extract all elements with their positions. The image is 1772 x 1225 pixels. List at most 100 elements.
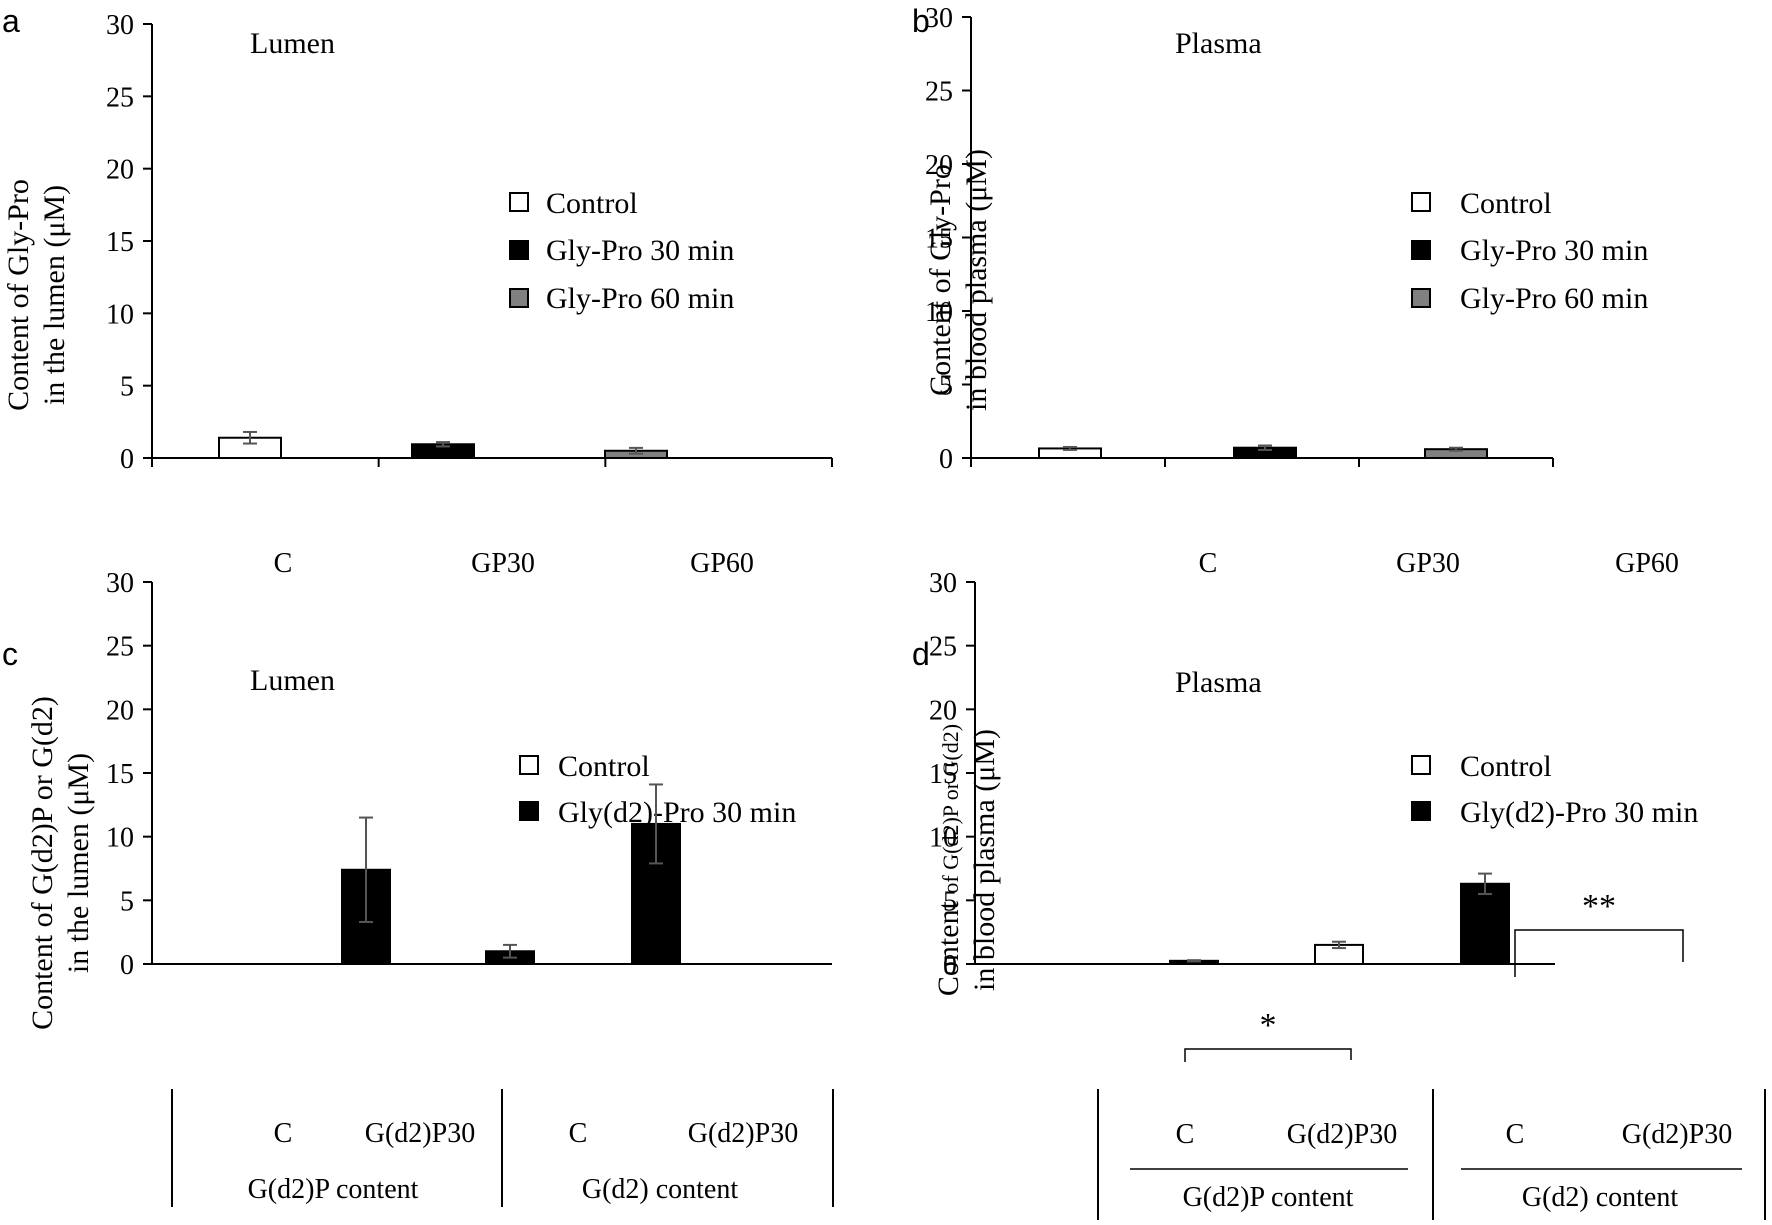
legend-swatch-b-1 [1411,240,1431,260]
y-axis-d: 0 5 10 15 20 25 30 [929,568,976,981]
y-tick-label-a-5: 25 [106,82,134,113]
x-tick-label-d-3: G(d2)P30 [1622,1119,1732,1150]
y-tick-label-c-0: 0 [120,950,134,981]
x-tick-label-c-1: G(d2)P30 [365,1118,475,1149]
x-tick-label-b-1: GP30 [1396,548,1460,579]
y-tick-label-c-2: 10 [106,823,134,854]
x-axis-groups-c [171,1089,834,1207]
y-tick-label-a-6: 30 [106,10,134,41]
panel-d: d 0 5 10 15 20 25 30 Plasma Content of G(d2)P … [912,568,1766,1220]
error-bar-b-0 [1063,445,1077,451]
panel-letter-a: a [2,3,20,39]
chart-title-c: Lumen [250,664,335,697]
group-label-d-0: G(d2)P content [1183,1182,1354,1213]
y-tick-label-a-1: 5 [120,372,134,403]
x-tick-label-a-1: GP30 [471,548,535,579]
y-axis-label-line1-d-rest: of G(d2)P or G(d2) [938,724,963,894]
error-bar-a-1 [436,441,450,448]
y-axis-label-a: Content of Gly-Pro in the lumen (μM) [2,179,71,411]
error-bar-c-3 [649,783,663,865]
error-bar-d-1 [1187,959,1201,963]
y-axis-label-line2-c: in the lumen (μM) [62,753,95,973]
y-tick-label-c-4: 20 [106,695,134,726]
x-axis-groups-d [1097,1089,1766,1220]
y-tick-label-a-3: 15 [106,227,134,258]
legend-label-b-1: Gly-Pro 30 min [1460,234,1648,267]
chart-title-d: Plasma [1175,666,1262,699]
error-bar-b-2 [1449,446,1463,452]
x-tick-label-d-1: G(d2)P30 [1287,1119,1397,1150]
y-tick-label-a-2: 10 [106,299,134,330]
y-tick-label-d-1: 5 [943,886,957,917]
significance-label-d-0: * [1260,1007,1277,1044]
panel-letter-b: b [912,3,930,39]
legend-label-a-2: Gly-Pro 60 min [546,282,734,315]
legend-a: Control Gly-Pro 30 min Gly-Pro 60 min [509,187,734,315]
legend-swatch-b-2 [1411,288,1431,308]
chart-title-a: Lumen [250,27,335,60]
legend-d: Control Gly(d2)-Pro 30 min [1411,750,1698,829]
y-axis-label-line1-d-word: Content [932,894,965,997]
legend-c: Control Gly(d2)-Pro 30 min [519,750,796,829]
significance-bracket-d-1 [1514,929,1684,977]
y-tick-label-d-6: 30 [929,568,957,599]
x-tick-label-c-0: C [274,1118,293,1149]
y-axis-label-line1-a: Content of Gly-Pro [2,179,35,411]
y-axis-label-line1-b: Content of Gly-Pro [924,164,957,396]
x-tick-label-b-2: GP60 [1615,548,1679,579]
y-tick-label-c-5: 25 [106,632,134,663]
group-label-c-1: G(d2) content [582,1174,739,1205]
legend-swatch-a-2 [509,288,529,308]
panel-a: a 0 5 10 15 20 25 30 Lumen Content of Gly-Pro … [2,3,833,579]
x-tick-label-d-0: C [1176,1119,1195,1150]
legend-b: Control Gly-Pro 30 min Gly-Pro 60 min [1411,187,1648,315]
y-tick-label-b-2: 10 [925,297,953,328]
error-bar-c-2 [503,943,517,959]
y-tick-label-b-4: 20 [925,150,953,181]
chart-title-b: Plasma [1175,27,1262,60]
y-axis-a: 0 5 10 15 20 25 30 [106,10,153,475]
error-bar-a-0 [243,430,257,445]
significance-label-d-1: ** [1582,888,1616,925]
y-axis-label-line2-a: in the lumen (μM) [38,185,71,405]
error-bar-d-2 [1332,940,1346,950]
y-tick-label-d-4: 20 [929,695,957,726]
legend-label-a-0: Control [546,187,638,220]
y-tick-label-c-1: 5 [120,886,134,917]
y-axis-label-c: Content of G(d2)P or G(d2) in the lumen … [26,696,95,1030]
y-axis-label-b: Content of Gly-Pro in blood plasma (μM) [924,149,993,411]
y-axis-label-d: Content of G(d2)P or G(d2) in blood plas… [932,724,1001,996]
legend-swatch-b-0 [1411,192,1431,212]
error-bar-b-1 [1258,444,1272,451]
panel-letter-d: d [912,636,930,672]
legend-swatch-c-0 [519,755,539,775]
x-tick-label-c-2: C [569,1118,588,1149]
y-axis-label-line2-d: in blood plasma (μM) [968,729,1001,991]
y-tick-label-a-4: 20 [106,155,134,186]
y-axis-label-line1-c: Content of G(d2)P or G(d2) [26,696,59,1030]
x-tick-label-b-0: C [1199,548,1218,579]
y-tick-label-d-2: 10 [929,823,957,854]
y-tick-label-c-6: 30 [106,568,134,599]
panel-c: c 0 5 10 15 20 25 30 Lumen Content of G(d2)P o… [2,568,834,1207]
legend-label-a-1: Gly-Pro 30 min [546,234,734,267]
y-tick-label-d-3: 15 [929,759,957,790]
x-tick-label-a-2: GP60 [690,548,754,579]
y-tick-label-c-3: 15 [106,759,134,790]
bar-d-3 [1460,882,1510,966]
y-tick-label-d-5: 25 [929,632,957,663]
bars-a [151,430,833,467]
y-tick-label-d-0: 0 [943,950,957,981]
y-tick-label-b-0: 0 [939,444,953,475]
y-tick-label-a-0: 0 [120,444,134,475]
legend-swatch-c-1 [519,801,539,821]
error-bar-a-2 [629,446,643,455]
bars-b [970,444,1554,467]
significance-d: * ** [1184,888,1684,1062]
error-bar-c-1 [359,816,373,923]
legend-swatch-a-0 [509,192,529,212]
x-tick-label-a-0: C [274,548,293,579]
panel-letter-c: c [2,636,18,672]
